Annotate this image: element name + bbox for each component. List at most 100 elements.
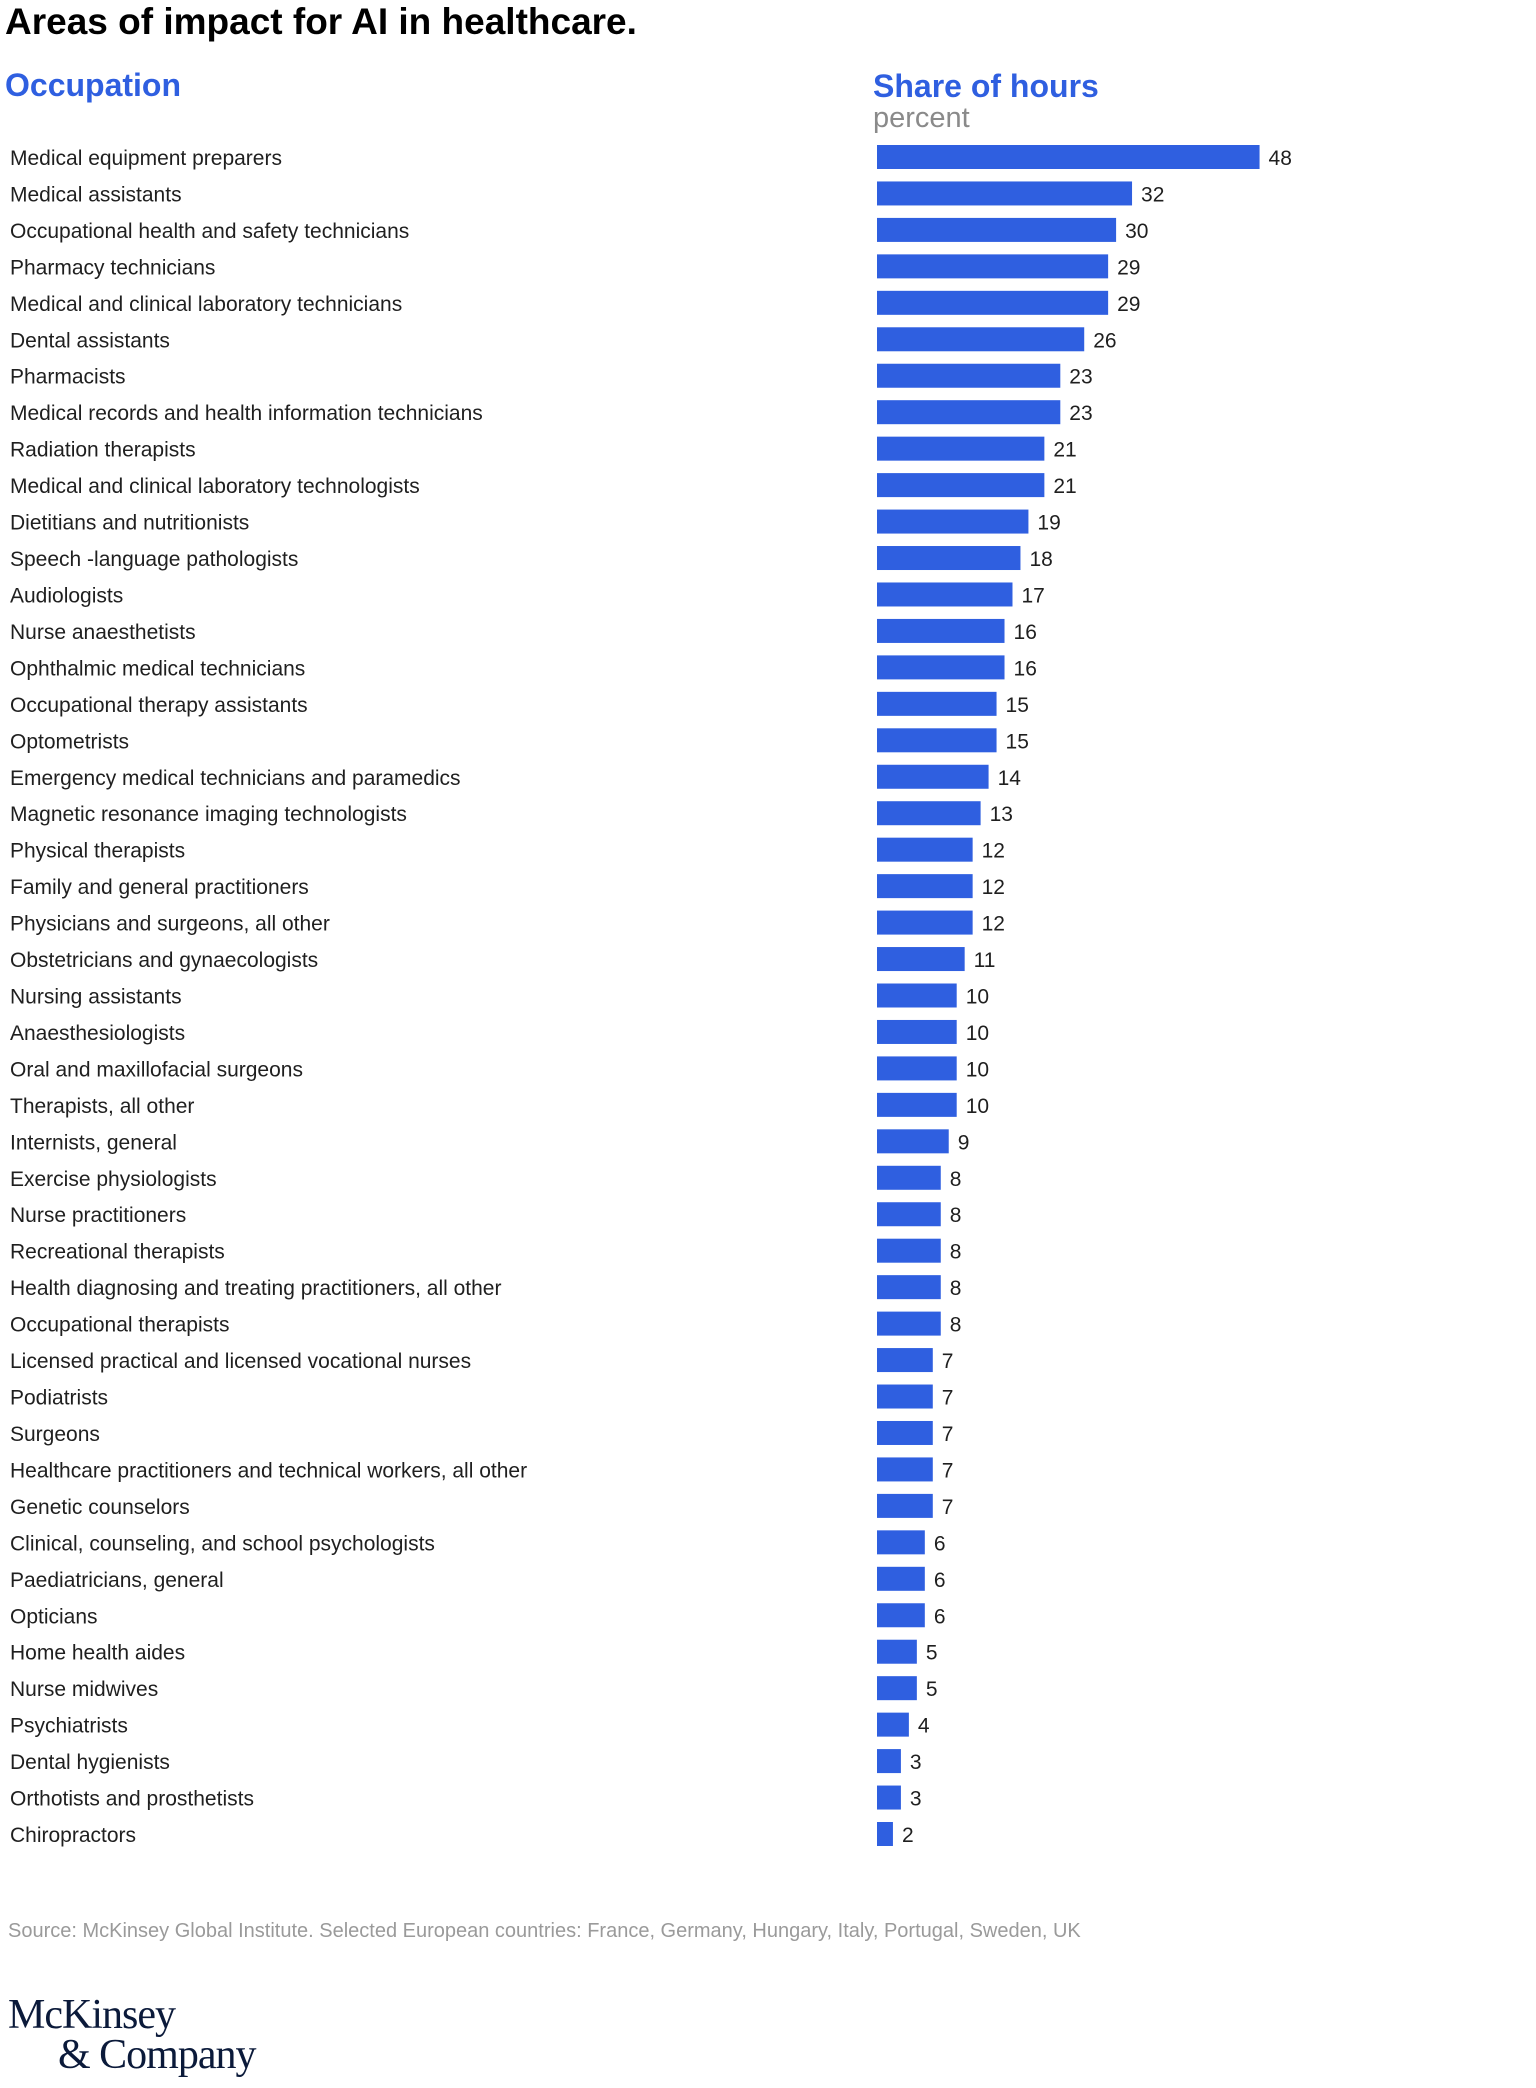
value-label: 7 bbox=[942, 1459, 954, 1482]
value-label: 23 bbox=[1069, 402, 1092, 425]
bar bbox=[877, 618, 1005, 643]
bar bbox=[877, 1457, 933, 1482]
value-label: 29 bbox=[1117, 293, 1140, 316]
mckinsey-logo: McKinsey & Company bbox=[8, 1994, 256, 2078]
value-label: 26 bbox=[1093, 329, 1116, 352]
value-label: 16 bbox=[1014, 657, 1037, 680]
occupation-label: Occupational health and safety technicia… bbox=[10, 220, 409, 243]
value-label: 7 bbox=[942, 1496, 954, 1519]
bar bbox=[877, 1712, 909, 1737]
occupation-label: Exercise physiologists bbox=[10, 1168, 217, 1191]
occupation-label: Occupational therapy assistants bbox=[10, 694, 308, 717]
occupation-label: Audiologists bbox=[10, 584, 123, 607]
bar bbox=[877, 363, 1061, 388]
bar bbox=[877, 1202, 941, 1227]
bar bbox=[877, 1785, 901, 1810]
bar bbox=[877, 1566, 925, 1591]
bar bbox=[877, 1056, 957, 1081]
occupation-label: Nursing assistants bbox=[10, 986, 182, 1009]
occupation-label: Dietitians and nutritionists bbox=[10, 512, 249, 535]
bar bbox=[877, 1384, 933, 1409]
value-label: 8 bbox=[950, 1204, 962, 1227]
occupation-label: Medical records and health information t… bbox=[10, 402, 483, 425]
occupation-label: Ophthalmic medical technicians bbox=[10, 657, 305, 680]
occupation-label: Emergency medical technicians and parame… bbox=[10, 767, 461, 790]
occupation-label: Medical equipment preparers bbox=[10, 147, 282, 170]
occupation-label: Psychiatrists bbox=[10, 1715, 128, 1738]
value-label: 3 bbox=[910, 1751, 922, 1774]
bar bbox=[877, 728, 997, 753]
occupation-label: Physical therapists bbox=[10, 840, 185, 863]
value-label: 5 bbox=[926, 1642, 938, 1665]
occupation-label: Medical and clinical laboratory technici… bbox=[10, 293, 402, 316]
value-label: 15 bbox=[1006, 730, 1029, 753]
occupation-label: Obstetricians and gynaecologists bbox=[10, 949, 318, 972]
occupation-label: Dental assistants bbox=[10, 329, 170, 352]
value-label: 32 bbox=[1141, 183, 1164, 206]
source-note: Source: McKinsey Global Institute. Selec… bbox=[8, 1920, 1081, 1942]
occupation-label: Licensed practical and licensed vocation… bbox=[10, 1350, 471, 1373]
occupation-label: Genetic counselors bbox=[10, 1496, 190, 1519]
bar bbox=[877, 874, 973, 899]
value-label: 29 bbox=[1117, 256, 1140, 279]
value-label: 12 bbox=[982, 840, 1005, 863]
bar bbox=[877, 1530, 925, 1555]
value-label: 30 bbox=[1125, 220, 1148, 243]
occupation-label: Therapists, all other bbox=[10, 1095, 194, 1118]
occupation-label: Pharmacy technicians bbox=[10, 256, 215, 279]
bar bbox=[877, 1749, 901, 1774]
value-label: 23 bbox=[1069, 366, 1092, 389]
value-label: 9 bbox=[958, 1131, 970, 1154]
occupation-label: Medical and clinical laboratory technolo… bbox=[10, 475, 420, 498]
occupation-label: Home health aides bbox=[10, 1642, 185, 1665]
value-label: 10 bbox=[966, 986, 989, 1009]
bar bbox=[877, 327, 1085, 352]
value-label: 6 bbox=[934, 1532, 946, 1555]
value-label: 8 bbox=[950, 1168, 962, 1191]
value-label: 14 bbox=[998, 767, 1022, 790]
occupation-label: Anaesthesiologists bbox=[10, 1022, 185, 1045]
occupation-label: Surgeons bbox=[10, 1423, 100, 1446]
bar bbox=[877, 983, 957, 1008]
value-label: 2 bbox=[902, 1824, 914, 1847]
value-label: 17 bbox=[1021, 584, 1044, 607]
occupation-label: Pharmacists bbox=[10, 366, 126, 389]
occupation-label: Radiation therapists bbox=[10, 439, 196, 462]
value-label: 16 bbox=[1014, 621, 1037, 644]
occupation-label: Dental hygienists bbox=[10, 1751, 170, 1774]
bar bbox=[877, 509, 1029, 534]
value-label: 8 bbox=[950, 1241, 962, 1264]
value-label: 48 bbox=[1269, 147, 1292, 170]
occupation-label: Chiropractors bbox=[10, 1824, 136, 1847]
bar bbox=[877, 1019, 957, 1044]
bar bbox=[877, 1822, 893, 1846]
occupation-label: Speech -language pathologists bbox=[10, 548, 298, 571]
bar bbox=[877, 473, 1045, 498]
value-label: 3 bbox=[910, 1788, 922, 1811]
logo-line-2: & Company bbox=[58, 2032, 256, 2078]
bar bbox=[877, 655, 1005, 680]
bar bbox=[877, 436, 1045, 461]
bar bbox=[877, 764, 989, 789]
bar bbox=[877, 1676, 917, 1701]
value-label: 15 bbox=[1006, 694, 1029, 717]
occupation-label: Occupational therapists bbox=[10, 1314, 229, 1337]
value-label: 10 bbox=[966, 1022, 989, 1045]
bar bbox=[877, 1639, 917, 1664]
bar bbox=[877, 1275, 941, 1300]
occupation-label: Recreational therapists bbox=[10, 1241, 225, 1264]
occupation-label: Optometrists bbox=[10, 730, 129, 753]
bar bbox=[877, 582, 1013, 607]
bar bbox=[877, 290, 1109, 315]
bar bbox=[877, 1165, 941, 1190]
occupation-label: Magnetic resonance imaging technologists bbox=[10, 803, 407, 826]
value-label: 4 bbox=[918, 1715, 930, 1738]
chart-title: Areas of impact for AI in healthcare. bbox=[5, 1, 637, 42]
bar bbox=[877, 1420, 933, 1445]
unit-label: percent bbox=[873, 102, 970, 134]
value-label: 5 bbox=[926, 1678, 938, 1701]
bar bbox=[877, 254, 1109, 279]
value-label: 18 bbox=[1029, 548, 1052, 571]
bar bbox=[877, 1348, 933, 1373]
occupation-label: Paediatricians, general bbox=[10, 1569, 224, 1592]
